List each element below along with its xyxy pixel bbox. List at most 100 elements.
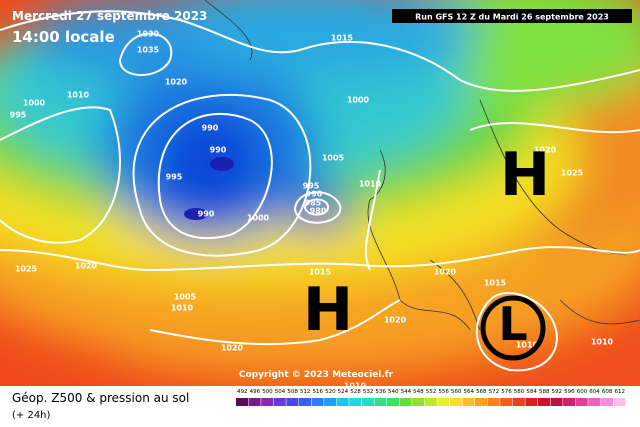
footer-title: Géop. Z500 & pression au sol	[12, 391, 189, 405]
scale-swatch	[613, 398, 626, 406]
isobar-label: 995	[10, 111, 27, 120]
scale-label: 532	[363, 389, 374, 395]
scale-label: 556	[438, 389, 449, 395]
scale-label: 588	[539, 389, 550, 395]
scale-label: 600	[577, 389, 588, 395]
scale-swatch	[412, 398, 425, 406]
scale-label: 580	[514, 389, 525, 395]
isobar-label: 1035	[137, 46, 160, 55]
low-ring	[480, 295, 546, 361]
isobar-label: 990	[202, 124, 219, 133]
scale-label: 544	[401, 389, 412, 395]
isobar	[0, 246, 640, 272]
isobar-label: 1005	[174, 293, 197, 302]
isobar-label: 1000	[347, 96, 370, 105]
scale-swatch	[487, 398, 500, 406]
scale-label: 568	[476, 389, 487, 395]
scale-label: 504	[275, 389, 286, 395]
run-banner	[392, 9, 632, 23]
scale-swatch	[236, 398, 249, 406]
scale-swatch	[399, 398, 412, 406]
scale-label: 604	[589, 389, 600, 395]
scale-label: 552	[426, 389, 437, 395]
scale-swatch	[273, 398, 286, 406]
scale-label: 540	[388, 389, 399, 395]
isobar-label: 1020	[221, 344, 244, 353]
scale-swatch	[575, 398, 588, 406]
scale-swatch	[550, 398, 563, 406]
time: 14:00 locale	[12, 28, 115, 46]
isobar-label: 1005	[322, 154, 345, 163]
scale-swatch	[324, 398, 337, 406]
scale-swatch	[286, 398, 299, 406]
isobar-label: 1000	[247, 214, 270, 223]
coastline	[204, 0, 640, 331]
isobar-label: 1025	[561, 169, 584, 178]
isobar-label: 990	[210, 146, 227, 155]
date: Mercredi 27 septembre 2023	[12, 9, 207, 23]
scale-label: 584	[526, 389, 537, 395]
isobar-label: 995	[303, 182, 320, 191]
isobar-label: 1025	[15, 265, 38, 274]
scale-swatch	[248, 398, 261, 406]
isobar	[0, 106, 121, 244]
scale-swatch	[361, 398, 374, 406]
footer-lead: (+ 24h)	[12, 410, 51, 421]
isobar-label: 1020	[165, 78, 188, 87]
isobar-label: 1010	[344, 382, 367, 391]
scale-swatch	[475, 398, 488, 406]
scale-swatch	[298, 398, 311, 406]
isobar-label: 1015	[484, 279, 507, 288]
scale-label: 536	[375, 389, 386, 395]
scale-label: 548	[413, 389, 424, 395]
isobar-label: 990	[306, 190, 323, 199]
scale-swatch	[537, 398, 551, 406]
scale-swatch	[525, 398, 538, 406]
scale-swatch	[374, 398, 387, 406]
scale-swatch	[563, 398, 576, 406]
scale-label: 564	[463, 389, 474, 395]
scale-swatch	[386, 398, 400, 406]
scale-swatch	[588, 398, 601, 406]
scale-swatch	[449, 398, 462, 406]
scale-label: 576	[501, 389, 512, 395]
scale-swatch	[261, 398, 274, 406]
isobar-label: 985	[305, 199, 322, 208]
isobar	[0, 10, 640, 92]
pressure-center: H	[303, 275, 353, 345]
isobar-label: 1010	[359, 180, 382, 189]
scale-label: 572	[489, 389, 500, 395]
isobar-label: 1020	[434, 268, 457, 277]
isobar-label: 990	[198, 210, 215, 219]
isobar-label: 995	[166, 173, 183, 182]
isobar-label: 1010	[67, 91, 90, 100]
isobar	[476, 292, 558, 372]
isobar	[293, 191, 342, 224]
scale-label: 508	[287, 389, 298, 395]
scale-swatch	[500, 398, 513, 406]
isobar-label: 1020	[534, 146, 557, 155]
scale-label: 520	[325, 389, 336, 395]
run-text: Run GFS 12 Z du Mardi 26 septembre 2023	[415, 13, 609, 22]
isobar-label: 1010	[591, 338, 614, 347]
isobar	[132, 93, 312, 257]
scale-label: 512	[300, 389, 311, 395]
scale-swatch	[600, 398, 613, 406]
scale-label: 516	[313, 389, 324, 395]
isobar-label: 980	[310, 207, 327, 216]
scale-swatch	[424, 398, 437, 406]
scale-swatch	[512, 398, 525, 406]
isobar-label: 1015	[309, 268, 332, 277]
scale-label: 560	[451, 389, 462, 395]
scale-label: 528	[350, 389, 361, 395]
scale-swatch	[349, 398, 362, 406]
scale-label: 592	[552, 389, 563, 395]
isobar-label: 1000	[23, 99, 46, 108]
isobar-label: 1020	[75, 262, 98, 271]
scale-label: 500	[262, 389, 273, 395]
scale-label: 608	[602, 389, 613, 395]
scale-swatch	[462, 398, 475, 406]
